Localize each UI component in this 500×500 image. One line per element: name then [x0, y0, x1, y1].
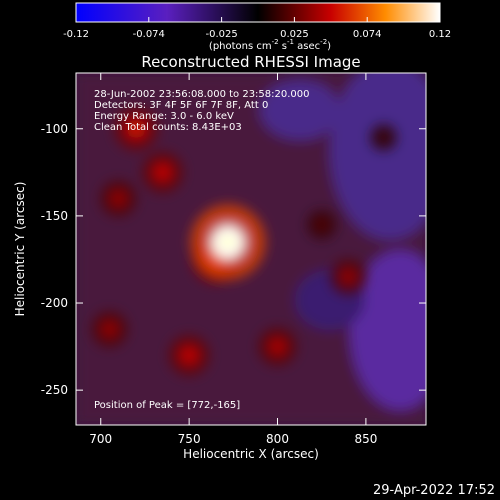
emission-core [126, 119, 146, 139]
colorbar-tick-label: 0.074 [353, 29, 382, 40]
annotation-block: 28-Jun-2002 23:56:08.000 to 23:58:20.000… [94, 89, 310, 133]
annotation-line: Detectors: 3F 4F 5F 6F 7F 8F, Att 0 [94, 100, 268, 111]
colorbar-tick-label: -0.025 [205, 29, 237, 40]
colorbar-tick-label: -0.074 [133, 29, 165, 40]
y-axis: -100 -150 -200 -250 [41, 122, 426, 397]
chart-title: Reconstructed RHESSI Image [141, 53, 360, 71]
timestamp: 29-Apr-2022 17:52 [373, 483, 495, 498]
emission-core [101, 321, 118, 338]
x-tick-label: 700 [89, 432, 112, 446]
x-axis-label: Heliocentric X (arcsec) [183, 447, 319, 461]
emission-core [377, 131, 390, 144]
emission-core [268, 337, 287, 356]
colorbar-tick-label: 0.025 [280, 29, 309, 40]
heatmap [76, 73, 426, 425]
background-patch [260, 80, 340, 140]
y-tick-label: -100 [41, 122, 68, 136]
colorbar-tick-label: 0.12 [429, 29, 451, 40]
peak-core [218, 234, 239, 251]
x-axis: 700 750 800 850 [89, 73, 377, 446]
annotation-line: 28-Jun-2002 23:56:08.000 to 23:58:20.000 [94, 89, 310, 100]
emission-core [110, 190, 127, 207]
colorbar-unit-label: (photons cm-2 s-1 asec-2) [209, 38, 331, 52]
x-tick-label: 750 [178, 432, 201, 446]
emission-core [153, 163, 172, 182]
annotation-line: Energy Range: 3.0 - 6.0 keV [94, 111, 234, 122]
y-tick-label: -150 [41, 209, 68, 223]
y-axis-label: Heliocentric Y (arcsec) [13, 182, 27, 317]
y-tick-label: -200 [41, 296, 68, 310]
emission-core [340, 268, 357, 286]
colorbar-ticks: -0.12 -0.074 -0.025 0.025 0.074 0.12 [63, 17, 451, 40]
colorbar-tick-label: -0.12 [63, 29, 89, 40]
emission-core [315, 218, 329, 232]
x-tick-label: 850 [354, 432, 377, 446]
background-patch [350, 250, 426, 410]
background-patch [330, 73, 426, 240]
plot-frame [75, 72, 427, 426]
annotation-line: Clean Total counts: 8.43E+03 [94, 122, 242, 133]
emission-core [179, 346, 199, 365]
colorbar [75, 2, 441, 23]
peak-position-label: Position of Peak = [772,-165] [94, 400, 240, 411]
x-tick-label: 800 [266, 432, 289, 446]
y-tick-label: -250 [41, 383, 68, 397]
